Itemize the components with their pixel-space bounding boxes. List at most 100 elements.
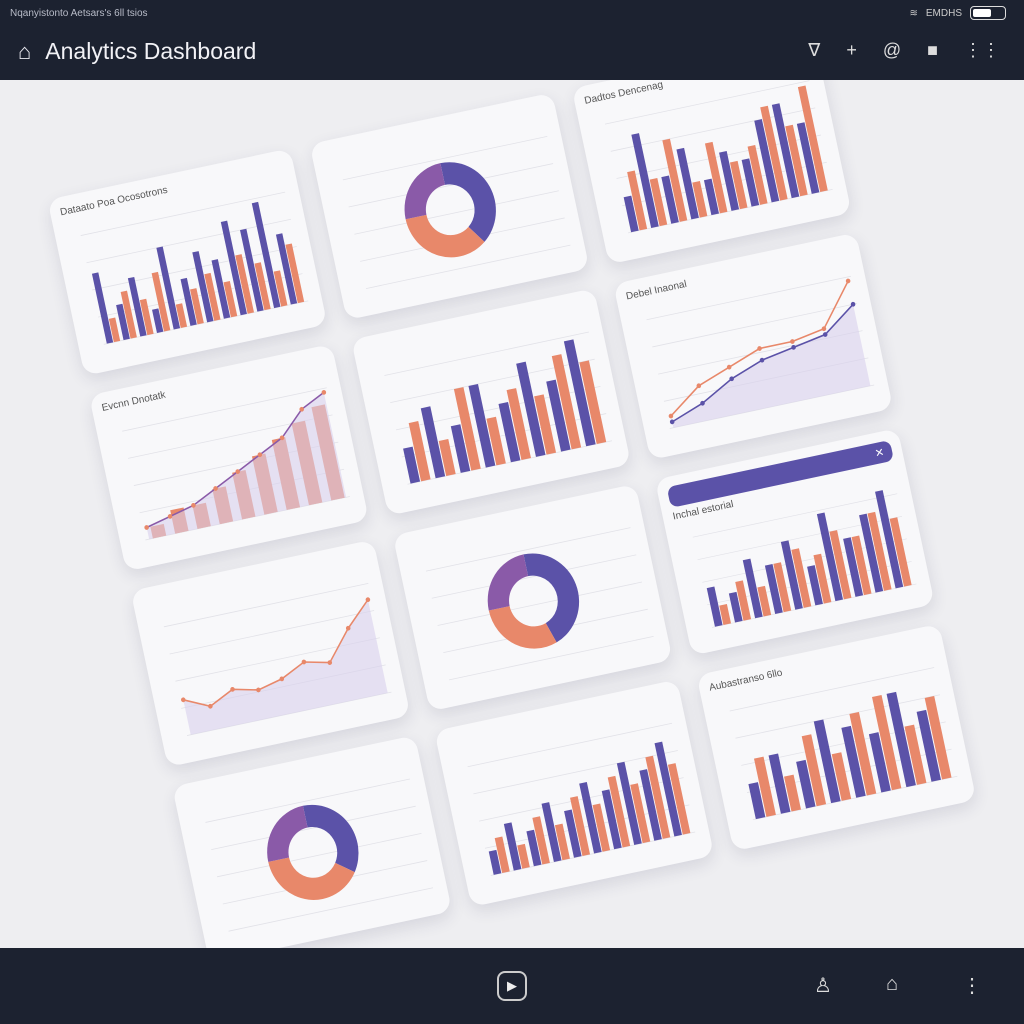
chart <box>384 331 613 485</box>
bar <box>503 822 522 871</box>
chart-card[interactable]: Aubastranso 6llo <box>696 623 977 852</box>
chart-card[interactable] <box>309 92 590 321</box>
gridline <box>145 496 350 541</box>
data-point <box>213 486 218 491</box>
bar <box>748 782 766 820</box>
bar <box>91 272 114 344</box>
bar <box>546 379 571 452</box>
bar <box>541 802 562 863</box>
bar <box>570 796 591 856</box>
gridline <box>342 135 548 181</box>
gridline <box>467 722 673 768</box>
gridline <box>604 80 810 125</box>
more-icon[interactable]: ⋮⋮ <box>964 40 1000 60</box>
bar <box>175 303 188 328</box>
plus-icon[interactable]: + <box>846 40 857 60</box>
bar <box>784 774 801 812</box>
bar <box>120 290 137 339</box>
bar <box>849 711 877 796</box>
at-icon[interactable]: @ <box>882 40 902 60</box>
gridline <box>437 581 643 626</box>
bar <box>240 228 264 312</box>
chart <box>122 387 350 541</box>
bar <box>450 424 471 473</box>
donut-slice <box>488 606 557 649</box>
chart <box>205 778 434 932</box>
data-point <box>696 383 702 389</box>
gridline <box>425 527 631 572</box>
bar <box>816 512 844 602</box>
donut-slice <box>404 163 445 220</box>
user-icon[interactable]: ♙ <box>814 975 832 997</box>
gridline <box>473 750 678 795</box>
bar <box>156 246 181 330</box>
gridline <box>80 191 286 236</box>
bar <box>728 591 743 623</box>
bar <box>532 816 550 865</box>
chart-card[interactable] <box>392 483 673 712</box>
play-button[interactable]: ▶ <box>497 971 527 1001</box>
bar <box>742 558 763 619</box>
bar <box>719 151 740 211</box>
chart-card[interactable] <box>434 679 715 908</box>
bar <box>468 383 496 468</box>
bar <box>453 387 481 471</box>
dashboard-canvas: Dataato Poa Ocosotrons Dadtos Dencenag Evc… <box>35 26 988 994</box>
network-label: EMDHS <box>925 7 962 19</box>
bar <box>486 416 506 466</box>
gridline <box>122 387 327 432</box>
bar <box>254 262 271 311</box>
send-icon[interactable]: ∇ <box>808 40 821 60</box>
tag-icon[interactable]: ■ <box>927 40 938 60</box>
gridline <box>216 832 422 878</box>
bar <box>703 178 720 216</box>
chart-card[interactable] <box>172 735 453 963</box>
bar <box>692 181 708 218</box>
donut-slice <box>405 214 485 258</box>
chart <box>604 80 833 234</box>
data-point <box>180 697 186 703</box>
data-point <box>279 676 285 682</box>
data-point <box>144 525 149 530</box>
bar <box>403 446 421 484</box>
bar <box>704 141 728 214</box>
gridline <box>169 610 375 655</box>
data-point <box>345 625 351 631</box>
chart-card[interactable]: ✕ Inchal estorial <box>654 428 935 656</box>
bar <box>563 339 596 447</box>
bar <box>851 535 872 596</box>
page-title: Analytics Dashboard <box>45 38 257 64</box>
bar <box>494 836 510 874</box>
chart-card[interactable]: Debel Inaonal <box>613 232 894 461</box>
bar <box>654 741 682 837</box>
bar <box>886 691 916 788</box>
bar <box>801 734 827 807</box>
bar <box>889 517 912 587</box>
bar <box>868 732 891 793</box>
close-icon[interactable]: ✕ <box>873 446 886 461</box>
bar <box>747 144 768 205</box>
gridline <box>365 244 571 289</box>
home-icon[interactable]: ⌂ <box>886 973 899 995</box>
data-point <box>167 514 173 519</box>
donut-slice <box>487 554 529 611</box>
chart-card[interactable]: Dataato Poa Ocosotrons <box>47 148 328 376</box>
bar <box>924 695 952 780</box>
more-icon[interactable]: ⋮ <box>962 975 982 997</box>
data-point <box>299 406 304 412</box>
chart-card[interactable] <box>130 539 411 768</box>
chart-card[interactable]: Evcnn Dnotatk <box>88 343 369 572</box>
bar <box>859 513 884 593</box>
chart-card[interactable] <box>351 288 632 516</box>
bar <box>771 103 800 199</box>
bar <box>579 781 602 854</box>
chart-card[interactable]: Dadtos Dencenag <box>571 36 852 265</box>
bar <box>667 763 691 835</box>
data-point <box>256 687 261 693</box>
bar <box>630 783 651 844</box>
bar <box>872 694 902 791</box>
bar <box>916 709 941 782</box>
bar <box>729 160 748 210</box>
bar <box>719 604 732 625</box>
data-point <box>726 364 732 370</box>
